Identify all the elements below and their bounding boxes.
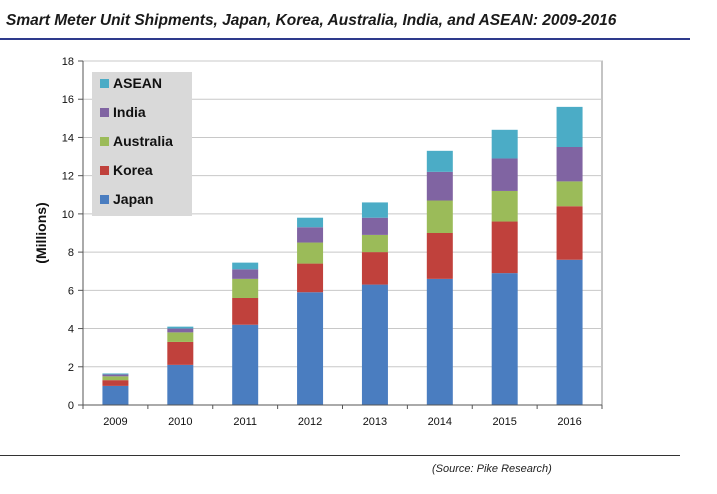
bar-australia-2015 bbox=[491, 190, 518, 222]
bar-india-2011 bbox=[232, 269, 259, 279]
bar-japan-2014 bbox=[426, 278, 453, 405]
bar-australia-2014 bbox=[426, 200, 453, 233]
bar-asean-2016 bbox=[556, 106, 583, 147]
legend-label-australia: Australia bbox=[113, 133, 173, 149]
bar-india-2016 bbox=[556, 147, 583, 182]
bar-korea-2014 bbox=[426, 233, 453, 279]
legend-swatch-japan bbox=[100, 195, 109, 204]
y-tick-label: 14 bbox=[62, 132, 74, 144]
y-tick-label: 6 bbox=[68, 285, 74, 297]
legend-swatch-asean bbox=[100, 79, 109, 88]
legend-label-korea: Korea bbox=[113, 162, 153, 178]
bar-india-2014 bbox=[426, 171, 453, 201]
bar-asean-2012 bbox=[297, 217, 324, 228]
bar-india-2015 bbox=[491, 158, 518, 191]
y-tick-label: 10 bbox=[62, 209, 74, 221]
y-tick-label: 18 bbox=[62, 56, 74, 68]
x-tick-label: 2015 bbox=[492, 416, 516, 428]
y-tick-label: 4 bbox=[68, 324, 74, 336]
bar-asean-2014 bbox=[426, 150, 453, 172]
bars bbox=[102, 106, 583, 405]
bar-asean-2013 bbox=[361, 202, 388, 218]
legend-swatch-india bbox=[100, 108, 109, 117]
bar-japan-2015 bbox=[491, 273, 518, 405]
y-tick-label: 8 bbox=[68, 247, 74, 259]
bar-japan-2009 bbox=[102, 385, 129, 405]
bar-australia-2009 bbox=[102, 376, 129, 381]
bar-asean-2009 bbox=[102, 373, 129, 375]
bar-australia-2011 bbox=[232, 278, 259, 298]
x-tick-label: 2010 bbox=[168, 416, 192, 428]
bar-japan-2012 bbox=[297, 292, 324, 405]
x-tick-label: 2009 bbox=[103, 416, 127, 428]
y-axis-label: (Millions) bbox=[33, 202, 49, 263]
bar-korea-2012 bbox=[297, 263, 324, 293]
bar-australia-2012 bbox=[297, 242, 324, 264]
bar-japan-2016 bbox=[556, 259, 583, 405]
source-note: (Source: Pike Research) bbox=[432, 463, 552, 475]
axes: 0 2 4 6 8 10 12 14 16 18 2009 2010 2011 2012 2013 2014 2… bbox=[62, 56, 603, 428]
bar-australia-2016 bbox=[556, 181, 583, 207]
x-tick-label: 2011 bbox=[233, 416, 257, 428]
title-underline bbox=[0, 38, 690, 40]
x-tick-label: 2014 bbox=[428, 416, 452, 428]
bar-india-2012 bbox=[297, 227, 324, 243]
bar-australia-2010 bbox=[167, 332, 194, 342]
bar-india-2013 bbox=[361, 217, 388, 235]
bar-japan-2013 bbox=[361, 284, 388, 405]
bar-asean-2011 bbox=[232, 262, 259, 270]
legend-swatch-korea bbox=[100, 166, 109, 175]
bar-korea-2015 bbox=[491, 221, 518, 274]
bar-korea-2010 bbox=[167, 341, 194, 365]
chart-title: Smart Meter Unit Shipments, Japan, Korea… bbox=[6, 12, 617, 29]
bar-india-2009 bbox=[102, 374, 129, 377]
legend-label-asean: ASEAN bbox=[113, 75, 162, 91]
x-tick-label: 2012 bbox=[298, 416, 322, 428]
bar-korea-2016 bbox=[556, 206, 583, 260]
x-tick-label: 2016 bbox=[557, 416, 581, 428]
legend-label-japan: Japan bbox=[113, 191, 153, 207]
bar-australia-2013 bbox=[361, 234, 388, 253]
bar-japan-2010 bbox=[167, 364, 194, 405]
legend: ASEAN India Australia Korea Japan bbox=[92, 72, 192, 216]
bar-japan-2011 bbox=[232, 324, 259, 405]
bar-india-2010 bbox=[167, 328, 194, 333]
legend-swatch-australia bbox=[100, 137, 109, 146]
y-tick-label: 12 bbox=[62, 171, 74, 183]
y-tick-label: 16 bbox=[62, 94, 74, 106]
y-tick-label: 0 bbox=[68, 400, 74, 412]
legend-label-india: India bbox=[113, 104, 146, 120]
bar-asean-2010 bbox=[167, 326, 194, 329]
bar-korea-2013 bbox=[361, 252, 388, 285]
bar-korea-2009 bbox=[102, 380, 129, 386]
y-tick-label: 2 bbox=[68, 362, 74, 374]
x-tick-label: 2013 bbox=[363, 416, 387, 428]
footer-rule bbox=[0, 455, 680, 456]
bar-korea-2011 bbox=[232, 297, 259, 325]
bar-asean-2015 bbox=[491, 129, 518, 159]
